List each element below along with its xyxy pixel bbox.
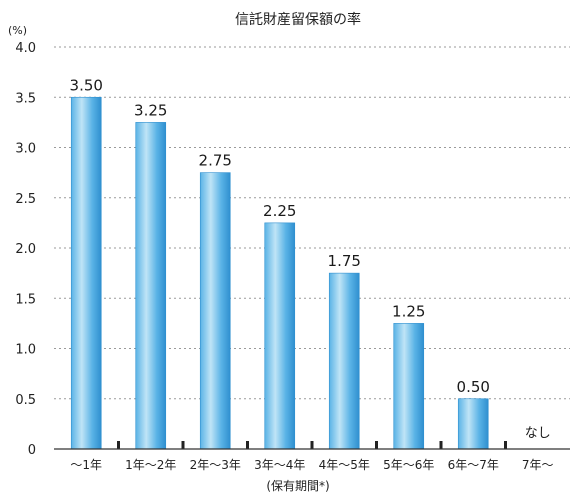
bar xyxy=(135,122,167,450)
y-tick-label: 0.5 xyxy=(15,393,36,408)
y-unit-label: (%) xyxy=(8,24,27,37)
category-separator xyxy=(117,441,120,449)
grid xyxy=(54,46,570,400)
y-tick-label: 1.5 xyxy=(15,292,36,307)
data-label: 1.75 xyxy=(328,252,361,270)
x-tick-label: 7年～ xyxy=(522,458,554,472)
y-tick-label: 3.0 xyxy=(15,142,36,157)
x-axis-ticks: ～1年 1年～2年 2年～3年 3年～4年 4年～5年 5年～6年 6年～7年 7年～ xyxy=(70,441,554,472)
x-tick-label: 5年～6年 xyxy=(383,458,434,472)
data-label-none: なし xyxy=(525,426,551,441)
data-label: 2.75 xyxy=(199,152,232,170)
data-label: 2.25 xyxy=(263,202,296,220)
y-tick-label: 4.0 xyxy=(15,41,36,56)
data-labels: 3.50 3.25 2.75 2.25 1.75 1.25 0.50 なし xyxy=(70,76,551,441)
category-separator xyxy=(310,441,314,449)
x-tick-label: 4年～5年 xyxy=(319,458,370,472)
y-tick-label: 3.5 xyxy=(15,91,36,106)
bar xyxy=(199,172,231,450)
bar xyxy=(328,272,360,450)
bar xyxy=(70,96,102,450)
x-tick-label: 3年～4年 xyxy=(254,458,305,472)
bar xyxy=(457,398,489,450)
x-tick-label: ～1年 xyxy=(70,458,102,472)
category-separator xyxy=(439,441,443,449)
y-axis-ticks: 0 0.5 1.0 1.5 2.0 2.5 3.0 3.5 4.0 xyxy=(15,41,36,458)
category-separator xyxy=(246,441,249,449)
x-axis-label: (保有期間*) xyxy=(266,479,329,493)
bar xyxy=(393,323,425,450)
bars xyxy=(70,96,489,450)
data-label: 0.50 xyxy=(457,378,490,396)
x-tick-label: 2年～3年 xyxy=(190,458,241,472)
x-tick-label: 1年～2年 xyxy=(125,458,176,472)
y-tick-label: 1.0 xyxy=(15,343,36,358)
data-label: 3.50 xyxy=(70,76,103,94)
chart-title: 信託財産留保額の率 xyxy=(235,11,361,28)
y-tick-label: 2.0 xyxy=(15,242,36,257)
category-separator xyxy=(504,441,507,449)
bar xyxy=(264,222,296,450)
category-separator xyxy=(181,441,185,449)
data-label: 3.25 xyxy=(134,101,167,119)
y-tick-label: 2.5 xyxy=(15,192,36,207)
y-tick-label: 0 xyxy=(28,443,36,458)
data-label: 1.25 xyxy=(392,302,425,320)
category-separator xyxy=(375,441,378,449)
x-tick-label: 6年～7年 xyxy=(448,458,499,472)
